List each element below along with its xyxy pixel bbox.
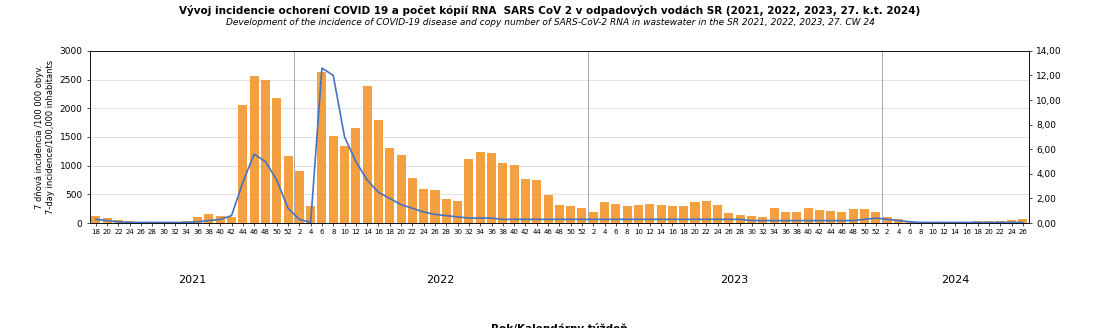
Bar bbox=[612, 203, 620, 223]
Bar bbox=[600, 202, 609, 223]
Bar bbox=[961, 222, 971, 223]
Bar bbox=[284, 156, 293, 223]
Bar bbox=[521, 179, 530, 223]
Bar bbox=[974, 221, 982, 223]
Bar bbox=[588, 212, 597, 223]
Bar bbox=[634, 205, 643, 223]
Bar bbox=[340, 146, 349, 223]
Bar bbox=[792, 212, 801, 223]
Bar bbox=[646, 204, 654, 223]
Bar bbox=[657, 205, 665, 223]
Bar bbox=[205, 215, 213, 223]
Bar bbox=[102, 218, 112, 223]
Bar bbox=[318, 72, 327, 223]
Bar bbox=[849, 209, 858, 223]
Bar bbox=[1019, 219, 1027, 223]
Bar bbox=[475, 152, 485, 223]
Bar bbox=[928, 222, 937, 223]
Bar bbox=[532, 180, 541, 223]
Bar bbox=[498, 163, 507, 223]
Bar bbox=[725, 213, 734, 223]
Bar bbox=[351, 128, 361, 223]
Bar bbox=[837, 212, 847, 223]
Bar bbox=[509, 165, 519, 223]
Bar bbox=[543, 195, 552, 223]
Bar bbox=[758, 217, 768, 223]
Bar bbox=[363, 87, 372, 223]
Bar bbox=[905, 221, 914, 223]
Bar bbox=[216, 215, 224, 223]
Bar bbox=[916, 222, 925, 223]
Bar bbox=[781, 212, 790, 223]
Bar bbox=[147, 222, 157, 223]
Text: 2024: 2024 bbox=[940, 275, 969, 285]
Bar bbox=[306, 206, 316, 223]
Bar bbox=[894, 219, 903, 223]
Bar bbox=[374, 120, 383, 223]
Bar bbox=[770, 208, 779, 223]
Bar bbox=[1006, 220, 1016, 223]
Bar bbox=[691, 202, 700, 223]
Bar bbox=[227, 217, 236, 223]
Bar bbox=[803, 208, 813, 223]
Y-axis label: 7 dňová incidencia /100 000 obyv.
7-day incidence/100,000 inhabitants: 7 dňová incidencia /100 000 obyv. 7-day … bbox=[34, 60, 55, 214]
Bar bbox=[578, 208, 586, 223]
Bar bbox=[91, 216, 100, 223]
Text: 2022: 2022 bbox=[427, 275, 454, 285]
Bar bbox=[939, 222, 948, 223]
Bar bbox=[815, 211, 824, 223]
Bar bbox=[430, 190, 440, 223]
Bar bbox=[950, 222, 959, 223]
Text: 2023: 2023 bbox=[720, 275, 749, 285]
Bar bbox=[419, 189, 428, 223]
Bar bbox=[295, 171, 304, 223]
Bar bbox=[487, 153, 496, 223]
Bar bbox=[272, 98, 282, 223]
Bar bbox=[408, 178, 417, 223]
Bar bbox=[996, 221, 1004, 223]
Bar bbox=[114, 220, 123, 223]
Bar bbox=[464, 159, 473, 223]
Bar bbox=[385, 148, 394, 223]
Bar bbox=[826, 211, 835, 223]
Text: 2021: 2021 bbox=[178, 275, 206, 285]
Text: Development of the incidence of COVID-19 disease and copy number of SARS-CoV-2 R: Development of the incidence of COVID-19… bbox=[226, 18, 875, 27]
Bar bbox=[747, 216, 756, 223]
Bar bbox=[668, 206, 676, 223]
Bar bbox=[702, 201, 711, 223]
Bar bbox=[250, 75, 258, 223]
Bar bbox=[170, 222, 179, 223]
Bar bbox=[125, 221, 134, 223]
Bar bbox=[182, 221, 190, 223]
Bar bbox=[453, 201, 462, 223]
Bar bbox=[397, 155, 406, 223]
Bar bbox=[554, 205, 564, 223]
Bar bbox=[736, 215, 745, 223]
Bar bbox=[984, 221, 993, 223]
Bar bbox=[566, 206, 575, 223]
Text: Vývoj incidencie ochorení COVID 19 a počet kópií RNA  SARS CoV 2 v odpadových vo: Vývoj incidencie ochorení COVID 19 a poč… bbox=[179, 5, 921, 16]
Bar bbox=[239, 105, 248, 223]
Bar bbox=[713, 205, 722, 223]
Bar bbox=[194, 217, 202, 223]
Bar bbox=[160, 222, 168, 223]
Bar bbox=[261, 80, 270, 223]
Bar bbox=[871, 212, 880, 223]
Text: Rok/Kalendárny týždeň: Rok/Kalendárny týždeň bbox=[491, 323, 628, 328]
Bar bbox=[860, 209, 869, 223]
Bar bbox=[623, 206, 631, 223]
Bar bbox=[329, 136, 338, 223]
Bar bbox=[442, 199, 451, 223]
Bar bbox=[679, 206, 689, 223]
Bar bbox=[882, 217, 892, 223]
Bar bbox=[136, 222, 145, 223]
